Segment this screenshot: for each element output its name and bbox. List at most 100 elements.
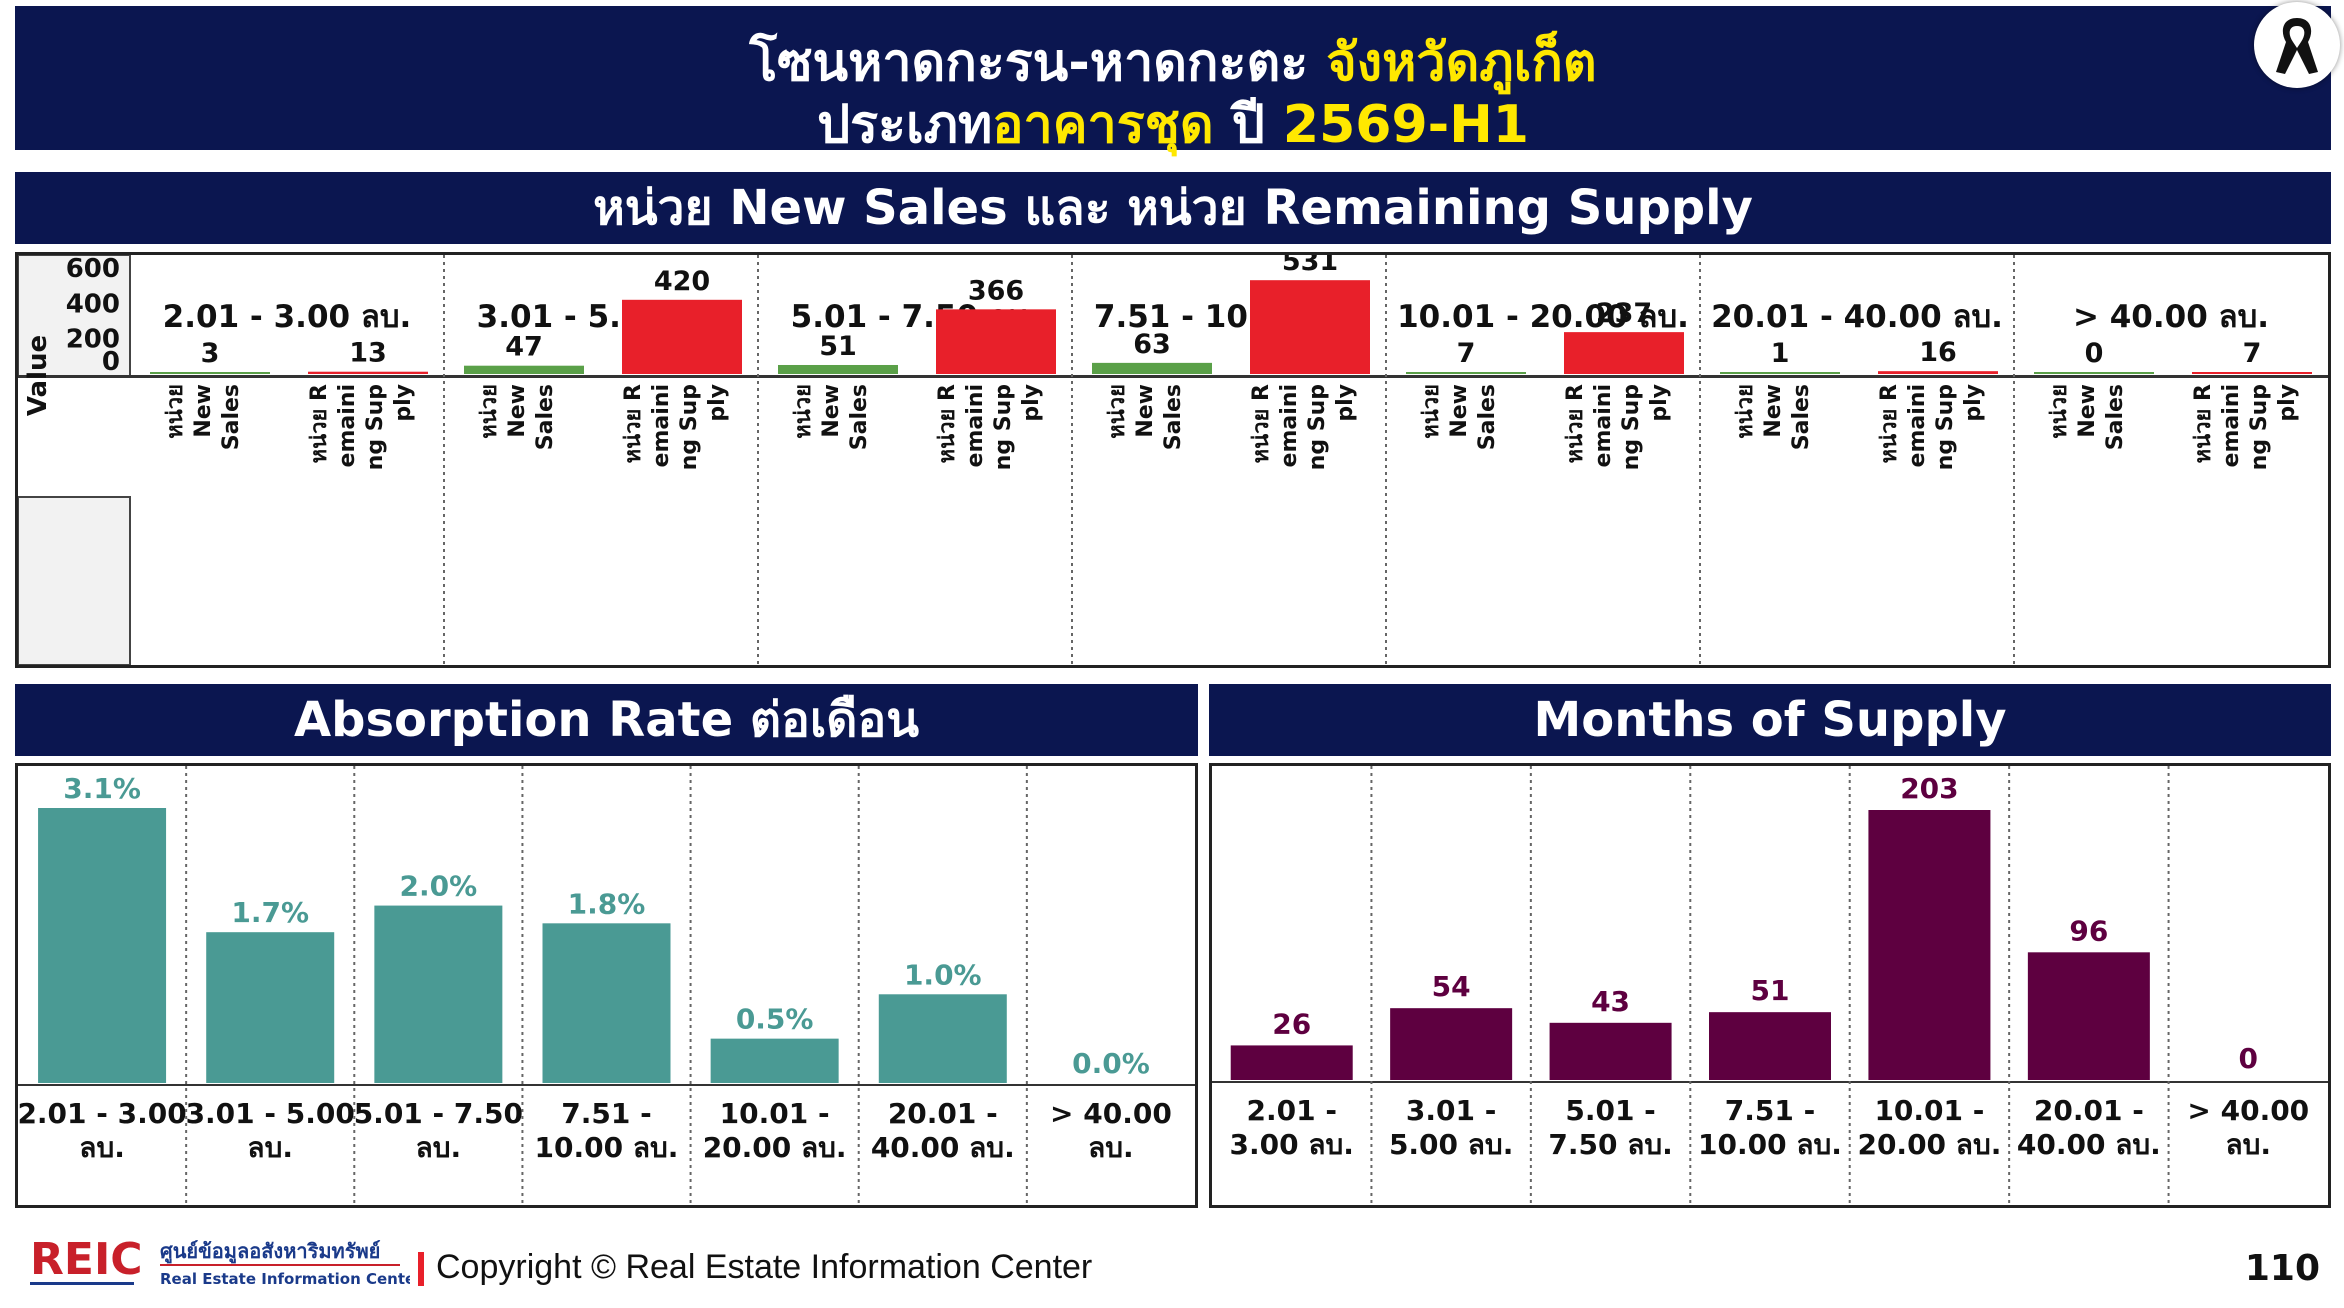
new-sales-bar [464,365,584,374]
y-axis-label: Value [23,335,53,416]
sub-label-new-sales: New [1447,384,1472,438]
bar-value-label: 1.8% [568,887,646,920]
category-label: 5.00 ลบ. [1389,1128,1513,1161]
new-sales-bar [778,364,898,374]
sub-label-remaining-supply: ng Sup [1305,384,1330,470]
sub-label-remaining-supply: หน่วย R [2191,384,2216,463]
page-title-line2: ประเภทอาคารชุด ปี 2569-H1 [15,82,2331,165]
sub-label-remaining-supply: ng Sup [1933,384,1958,470]
sub-label-remaining-supply: หน่วย R [935,384,960,463]
sub-label-new-sales: New [1761,384,1786,438]
remaining-supply-bar [1564,332,1684,374]
category-header: 10.01 - 20.00 ลบ. [1397,299,1689,335]
category-label: 40.00 ลบ. [871,1131,1015,1164]
absorption-bar [38,808,167,1083]
sub-label-new-sales: Sales [1789,384,1814,450]
months-of-supply-bar [1709,1012,1831,1080]
remaining-supply-bar [1878,371,1998,374]
y-tick-label: 600 [66,255,120,284]
copyright-text: Copyright © Real Estate Information Cent… [436,1248,1093,1286]
sub-label-remaining-supply: หน่วย R [1249,384,1274,463]
sub-label-remaining-supply: ng Sup [363,384,388,470]
absorption-chart-panel: 3.1% 2.01 - 3.00 ลบ. 1.7% 3.01 - 5.00 ลบ. 2.0%… [15,763,1198,1208]
category-header: > 40.00 ลบ. [2073,299,2269,335]
absorption-bar [878,994,1007,1083]
bar-value-label: 51 [1751,974,1790,1007]
sub-label-remaining-supply: ng Sup [677,384,702,470]
sub-label-new-sales: Sales [1161,384,1186,450]
category-label: 20.00 ลบ. [703,1131,847,1164]
sub-label-remaining-supply: ply [1019,384,1044,422]
remaining-supply-bar [1250,280,1370,374]
sub-label-remaining-supply: emaini [2219,384,2244,467]
sub-label-new-sales: Sales [2103,384,2128,450]
sub-label-new-sales: New [505,384,530,438]
category-label: 3.01 - [1406,1094,1496,1127]
bar-value-label: 0 [2239,1042,2258,1075]
category-label: > 40.00 [2187,1094,2309,1127]
bar-value-label: 0 [2085,338,2104,369]
new-sales-bar [2034,372,2154,374]
months-of-supply-bar [1549,1022,1672,1080]
remaining-supply-bar [2192,372,2312,374]
sub-label-remaining-supply: ng Sup [991,384,1016,470]
bar-value-label: 3.1% [63,772,141,805]
logo-english-text: Real Estate Information Center [160,1270,410,1288]
category-label: 10.00 ลบ. [535,1131,679,1164]
title-type-value: อาคารชุด [992,95,1214,155]
sub-label-remaining-supply: ply [1961,384,1986,422]
sub-label-new-sales: Sales [533,384,558,450]
sub-label-remaining-supply: ply [391,384,416,422]
sub-label-new-sales: New [819,384,844,438]
bar-value-label: 420 [654,266,710,297]
sub-label-remaining-supply: หน่วย R [621,384,646,463]
sub-label-new-sales: Sales [847,384,872,450]
category-label: ลบ. [2225,1128,2271,1161]
bar-value-label: 0.5% [736,1003,814,1036]
category-label: > 40.00 [1050,1097,1172,1130]
bar-value-label: 237 [1596,298,1652,329]
bar-value-label: 1.7% [231,896,309,929]
months-of-supply-bar-chart: 26 2.01 -3.00 ลบ. 54 3.01 -5.00 ลบ. 43 5.01 -… [1212,766,2328,1205]
sub-label-remaining-supply: emaini [1591,384,1616,467]
page-title-line1: โซนหาดกะรน-หาดกะตะ จังหวัดภูเก็ต [15,20,2331,103]
title-year-value: 2569-H1 [1282,95,1529,155]
category-header: 20.01 - 40.00 ลบ. [1711,299,2003,335]
sub-label-new-sales: หน่วย [791,384,816,439]
remaining-supply-bar [308,371,428,374]
title-type-label: ประเภท [817,95,993,155]
absorption-bar [206,932,335,1083]
bar-value-label: 63 [1133,329,1171,360]
sub-label-new-sales: New [1133,384,1158,438]
bar-value-label: 1.0% [904,958,982,991]
category-label: ลบ. [247,1131,293,1164]
section-title-absorption: Absorption Rate ต่อเดือน [15,684,1198,756]
category-label: 2.01 - [1246,1094,1336,1127]
bar-value-label: 51 [819,331,857,362]
category-label: 2.01 - 3.00 [18,1097,187,1130]
sublabel-corner-cell [17,496,131,666]
sub-label-remaining-supply: หน่วย R [1563,384,1588,463]
sub-label-remaining-supply: ply [705,384,730,422]
sub-label-remaining-supply: ply [1333,384,1358,422]
bar-value-label: 13 [349,338,387,369]
sub-label-remaining-supply: ng Sup [2247,384,2272,470]
page-number: 110 [2244,1248,2320,1289]
sub-label-new-sales: New [191,384,216,438]
remaining-supply-bar [936,309,1056,374]
sub-label-new-sales: หน่วย [1733,384,1758,439]
logo-mark: REIC [30,1234,143,1285]
bar-value-label: 7 [1457,338,1476,369]
months-of-supply-chart-panel: 26 2.01 -3.00 ลบ. 54 3.01 -5.00 ลบ. 43 5.01 -… [1209,763,2331,1208]
category-label: 20.00 ลบ. [1857,1128,2001,1161]
sub-label-remaining-supply: หน่วย R [1877,384,1902,463]
sub-label-new-sales: New [2075,384,2100,438]
new-sales-bar [1406,372,1526,374]
copyright-divider [418,1252,424,1286]
category-label: 7.51 - [1725,1094,1815,1127]
title-banner: โซนหาดกะรน-หาดกะตะ จังหวัดภูเก็ต ประเภทอ… [15,6,2331,155]
sub-label-new-sales: หน่วย [2047,384,2072,439]
sub-label-remaining-supply: ply [1647,384,1672,422]
logo-thai-text: ศูนย์ข้อมูลอสังหาริมทรัพย์ [160,1239,380,1265]
